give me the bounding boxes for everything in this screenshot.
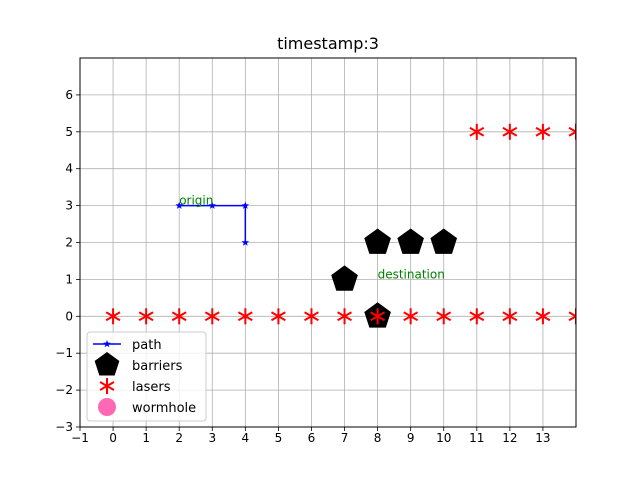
- lasers-marker: [568, 308, 576, 325]
- path-line: [179, 204, 247, 243]
- x-tick-label: 2: [175, 431, 183, 445]
- y-tick-label: 6: [65, 88, 73, 102]
- legend-marker-path: [103, 340, 111, 348]
- barriers-marker: [364, 228, 391, 254]
- lasers-marker: [370, 308, 386, 325]
- x-tick-label: 10: [436, 431, 451, 445]
- lasers-marker: [502, 308, 518, 325]
- x-tick-label: 1: [142, 431, 150, 445]
- lasers-marker: [105, 308, 121, 325]
- barriers-marker: [331, 265, 358, 291]
- legend-label-barriers: barriers: [132, 359, 183, 374]
- legend-marker-wormhole: [98, 398, 116, 416]
- x-tick-label: 7: [341, 431, 349, 445]
- lasers-marker: [138, 308, 154, 325]
- lasers-marker: [436, 308, 452, 325]
- path-marker: [208, 201, 217, 209]
- lasers-marker: [535, 123, 551, 140]
- barriers-marker: [430, 228, 458, 254]
- x-tick-label: 5: [275, 431, 283, 445]
- lasers-marker: [502, 123, 518, 140]
- x-tick-label: 13: [535, 431, 550, 445]
- path-marker: [241, 238, 250, 246]
- annotation-label: destination: [378, 267, 445, 281]
- legend-box: [86, 331, 207, 422]
- legend-label-lasers: lasers: [132, 380, 171, 395]
- x-tick-label: 12: [502, 431, 517, 445]
- lasers-marker: [337, 308, 352, 325]
- x-tick-label: −1: [71, 431, 89, 445]
- y-tick-label: 0: [65, 309, 73, 323]
- plot-content: origin destination: [105, 123, 576, 328]
- x-tick-label: 0: [109, 431, 117, 445]
- x-tick-label: 9: [407, 431, 415, 445]
- lasers-marker: [171, 308, 187, 325]
- y-tick-label: −1: [55, 346, 73, 360]
- y-tick-label: −3: [55, 420, 73, 434]
- lasers-marker: [237, 308, 253, 325]
- lasers-marker: [403, 308, 419, 325]
- lasers-marker: [469, 308, 485, 325]
- legend-marker-barriers: [94, 352, 120, 376]
- legend: path barriers lasers wormhole: [86, 331, 207, 422]
- annotation-label: origin: [179, 194, 213, 208]
- path-marker: [241, 201, 250, 209]
- lasers-marker: [568, 123, 576, 140]
- barriers-marker: [397, 228, 424, 254]
- y-tick-label: −2: [55, 383, 73, 397]
- x-tick-label: 8: [374, 431, 382, 445]
- y-tick-label: 3: [65, 199, 73, 213]
- x-tick-label: 3: [208, 431, 216, 445]
- y-tick-label: 2: [65, 236, 73, 250]
- y-tick-label: 5: [65, 125, 73, 139]
- y-tick-label: 4: [65, 162, 73, 176]
- plot-area: origin destination: [105, 123, 576, 328]
- legend-marker-lasers: [99, 378, 115, 394]
- y-tick-label: 1: [65, 272, 73, 286]
- lasers-marker: [469, 123, 485, 140]
- lasers-marker: [270, 308, 286, 325]
- x-tick-label: 11: [469, 431, 484, 445]
- legend-label-path: path: [132, 338, 162, 353]
- lasers-marker: [304, 308, 319, 325]
- lasers-marker: [535, 308, 551, 325]
- path-marker: [175, 201, 183, 209]
- legend-label-wormhole: wormhole: [132, 401, 196, 416]
- axes-frame: [79, 57, 577, 428]
- chart-title: timestamp:3: [277, 34, 379, 53]
- x-tick-label: 4: [242, 431, 250, 445]
- lasers-marker: [204, 308, 220, 325]
- x-tick-label: 6: [308, 431, 316, 445]
